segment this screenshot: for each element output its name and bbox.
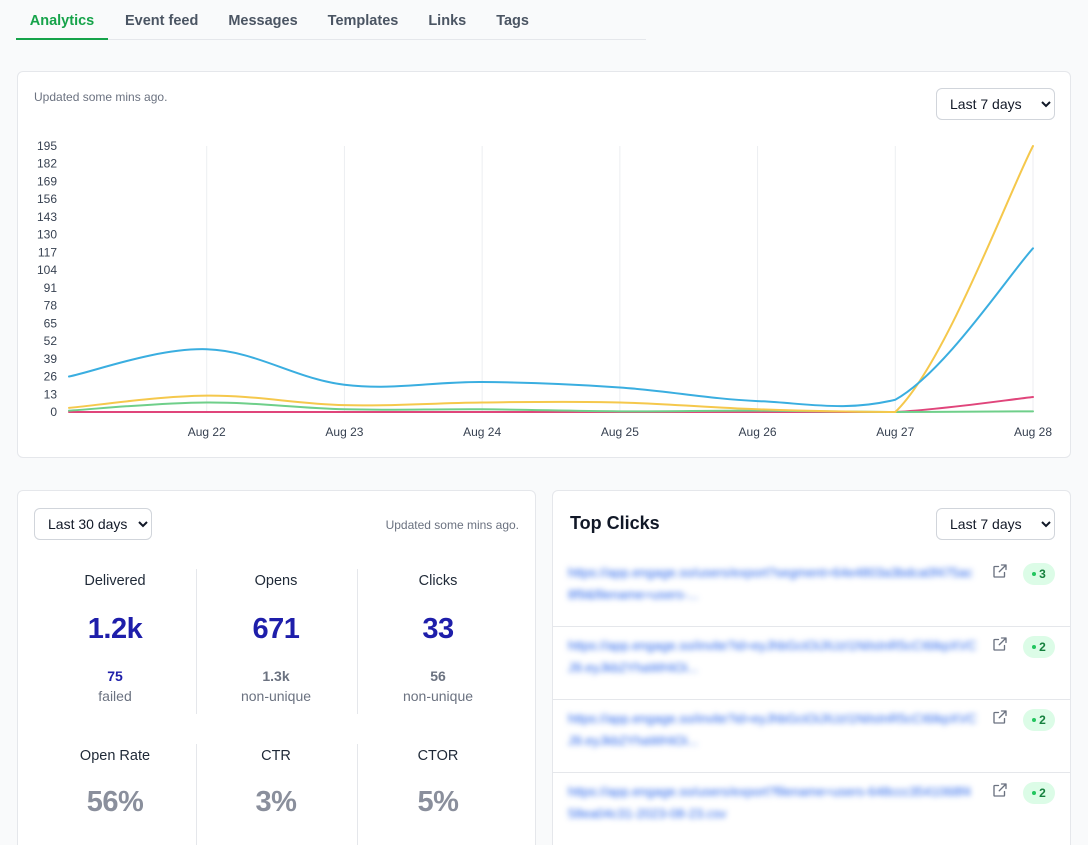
y-tick-label: 182 <box>37 157 57 171</box>
external-link-icon[interactable] <box>991 635 1009 653</box>
stats-updated-text: Updated some mins ago. <box>385 518 519 532</box>
x-tick-label: Aug 23 <box>325 425 363 439</box>
tab-bar: Analytics Event feed Messages Templates … <box>16 0 646 40</box>
x-tick-label: Aug 25 <box>601 425 639 439</box>
tab-templates[interactable]: Templates <box>327 13 399 29</box>
click-url-link[interactable]: https://app.engage.so/invite?id=eyJhbGci… <box>568 711 977 748</box>
dot-icon <box>1032 644 1037 649</box>
y-tick-label: 117 <box>38 245 57 259</box>
chart-updated-text: Updated some mins ago. <box>34 90 168 104</box>
stat-value: 5% <box>417 786 459 818</box>
x-tick-label: Aug 22 <box>188 425 226 439</box>
dot-icon <box>1032 790 1037 795</box>
divider <box>357 569 358 714</box>
y-tick-label: 65 <box>44 316 58 330</box>
stat-sub-value: 56 <box>430 668 446 684</box>
x-tick-label: Aug 28 <box>1014 425 1052 439</box>
y-tick-label: 156 <box>37 192 57 206</box>
stat-opens: Opens 671 1.3k non-unique <box>195 573 357 704</box>
stat-sub-value: 75 <box>107 668 123 684</box>
stat-delivered: Delivered 1.2k 75 failed <box>34 573 196 704</box>
tab-tags[interactable]: Tags <box>496 13 529 29</box>
top-clicks-title: Top Clicks <box>570 513 660 533</box>
y-tick-label: 52 <box>44 334 58 348</box>
series-line <box>68 401 1034 414</box>
stat-label: CTOR <box>417 748 459 764</box>
y-tick-label: 0 <box>50 405 57 419</box>
list-item: https://app.engage.so/users/export?segme… <box>553 554 1070 627</box>
click-count-badge: 3 <box>1023 563 1055 585</box>
click-url-link[interactable]: https://app.engage.so/users/export?filen… <box>568 784 971 821</box>
stat-sub-label: non-unique <box>240 688 312 704</box>
stat-ctor: CTOR 5% <box>357 748 519 819</box>
y-tick-label: 13 <box>44 387 58 401</box>
stats-card: Last 30 days Updated some mins ago. Deli… <box>17 490 536 845</box>
analytics-chart-card: 0 13 26 39 52 65 78 91 104 117 130 143 156 169 182 195 A… <box>17 71 1071 458</box>
click-count: 2 <box>1039 713 1046 727</box>
divider <box>196 569 197 714</box>
click-url-link[interactable]: https://app.engage.so/users/export?segme… <box>568 565 973 602</box>
chart-range-select[interactable]: Last 7 days <box>936 88 1055 120</box>
y-tick-label: 104 <box>37 263 57 277</box>
divider <box>196 744 197 845</box>
list-item: https://app.engage.so/invite?id=eyJhbGci… <box>553 700 1070 773</box>
y-tick-label: 195 <box>37 139 57 153</box>
y-tick-label: 130 <box>37 228 57 242</box>
y-tick-label: 39 <box>44 352 58 366</box>
list-item: https://app.engage.so/invite?id=eyJhbGci… <box>553 627 1070 700</box>
stat-label: Open Rate <box>79 748 151 764</box>
stats-range-select[interactable]: Last 30 days <box>34 508 152 540</box>
tab-links[interactable]: Links <box>428 13 467 29</box>
x-tick-label: Aug 26 <box>739 425 777 439</box>
stat-label: Delivered <box>84 573 146 589</box>
external-link-icon[interactable] <box>991 562 1009 580</box>
line-chart: 0 13 26 39 52 65 78 91 104 117 130 143 156 169 182 195 A… <box>37 139 1052 439</box>
stat-value: 1.2k <box>87 613 143 645</box>
x-tick-label: Aug 24 <box>463 425 501 439</box>
dot-icon <box>1032 571 1037 576</box>
external-link-icon[interactable] <box>991 781 1009 799</box>
stat-open-rate: Open Rate 56% <box>34 748 196 819</box>
stat-sub-label: non-unique <box>402 688 474 704</box>
y-tick-label: 169 <box>37 174 57 188</box>
list-item: https://app.engage.so/users/export?filen… <box>553 773 1070 845</box>
external-link-icon[interactable] <box>991 708 1009 726</box>
dot-icon <box>1032 717 1037 722</box>
top-clicks-card: Top Clicks Last 7 days https://app.engag… <box>552 490 1071 845</box>
click-count-badge: 2 <box>1023 782 1055 804</box>
series-line <box>68 247 1034 408</box>
click-count: 3 <box>1039 567 1046 581</box>
stat-value: 56% <box>86 786 144 818</box>
stat-clicks: Clicks 33 56 non-unique <box>357 573 519 704</box>
clicks-range-select[interactable]: Last 7 days <box>936 508 1055 540</box>
y-tick-label: 26 <box>44 370 58 384</box>
x-tick-label: Aug 27 <box>876 425 914 439</box>
tab-messages[interactable]: Messages <box>228 13 298 29</box>
click-count-badge: 2 <box>1023 636 1055 658</box>
series-line <box>68 145 1034 414</box>
stat-sub-label: failed <box>98 688 132 704</box>
y-tick-label: 143 <box>37 210 57 224</box>
click-count: 2 <box>1039 640 1046 654</box>
y-tick-label: 78 <box>44 299 58 313</box>
tab-event-feed[interactable]: Event feed <box>125 13 199 29</box>
stat-sub-value: 1.3k <box>262 668 290 684</box>
stat-value: 3% <box>255 786 297 818</box>
stat-label: Opens <box>254 573 298 589</box>
click-count: 2 <box>1039 786 1046 800</box>
stat-label: CTR <box>261 748 291 764</box>
divider <box>357 744 358 845</box>
stat-value: 33 <box>422 613 454 645</box>
stat-value: 671 <box>252 613 300 645</box>
stat-ctr: CTR 3% <box>195 748 357 819</box>
click-count-badge: 2 <box>1023 709 1055 731</box>
y-tick-label: 91 <box>44 281 58 295</box>
stat-label: Clicks <box>418 573 458 589</box>
tab-analytics[interactable]: Analytics <box>16 0 108 40</box>
click-url-link[interactable]: https://app.engage.so/invite?id=eyJhbGci… <box>568 638 977 675</box>
